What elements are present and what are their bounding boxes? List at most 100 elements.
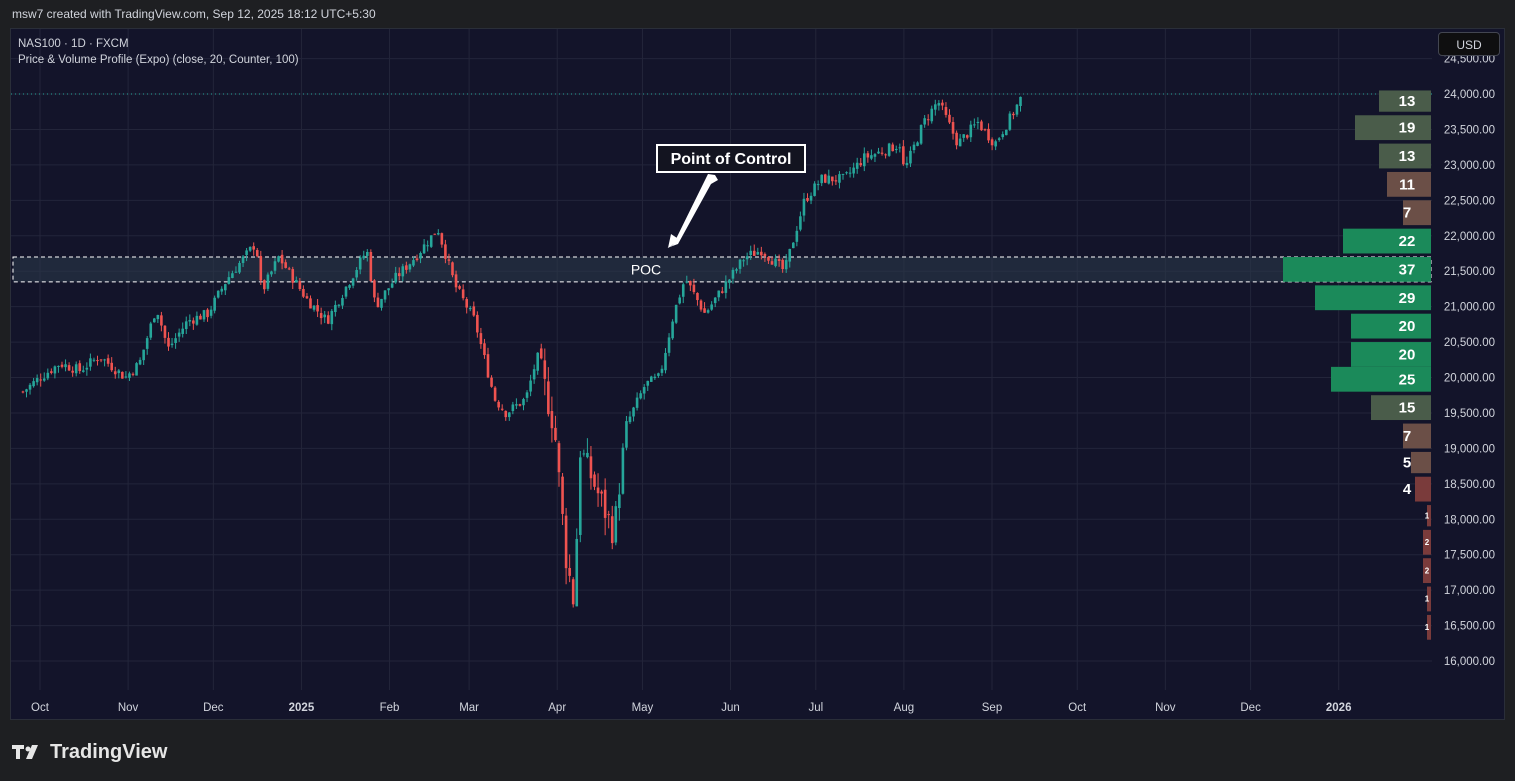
- candle[interactable]: [1008, 113, 1012, 130]
- candle[interactable]: [522, 399, 525, 406]
- volume-profile-bar[interactable]: [1331, 366, 1431, 392]
- candle[interactable]: [774, 258, 777, 267]
- candle[interactable]: [35, 378, 39, 383]
- candle[interactable]: [600, 491, 603, 494]
- candle[interactable]: [142, 349, 145, 361]
- candle[interactable]: [639, 393, 642, 399]
- candle[interactable]: [341, 298, 344, 306]
- candle[interactable]: [479, 333, 483, 345]
- candle[interactable]: [767, 257, 770, 261]
- volume-profile-bar[interactable]: [1379, 143, 1431, 169]
- candle[interactable]: [373, 280, 376, 298]
- candle[interactable]: [749, 250, 752, 256]
- poc-band[interactable]: [12, 256, 1432, 283]
- candle[interactable]: [213, 297, 216, 311]
- candle[interactable]: [60, 364, 64, 367]
- candle[interactable]: [962, 134, 965, 138]
- candle[interactable]: [348, 285, 351, 288]
- candle[interactable]: [731, 269, 735, 279]
- candle[interactable]: [472, 306, 476, 316]
- candle[interactable]: [110, 362, 113, 371]
- volume-profile-bar[interactable]: [1355, 115, 1431, 141]
- candle[interactable]: [586, 452, 589, 458]
- candle[interactable]: [760, 251, 763, 256]
- candle[interactable]: [653, 376, 657, 379]
- candle[interactable]: [575, 538, 579, 607]
- volume-profile-bar[interactable]: [1427, 614, 1431, 640]
- candle[interactable]: [795, 230, 799, 242]
- candle[interactable]: [941, 102, 944, 106]
- candle[interactable]: [692, 284, 696, 293]
- chart-frame[interactable]: [10, 28, 1505, 720]
- candle[interactable]: [944, 107, 948, 115]
- candle[interactable]: [706, 310, 710, 313]
- candle[interactable]: [738, 259, 742, 269]
- candle[interactable]: [618, 494, 621, 509]
- candle[interactable]: [894, 148, 898, 151]
- candle[interactable]: [973, 124, 976, 126]
- candle[interactable]: [951, 122, 955, 134]
- candle[interactable]: [976, 121, 980, 124]
- candle[interactable]: [53, 366, 57, 374]
- candle[interactable]: [752, 250, 756, 256]
- candle[interactable]: [681, 284, 685, 297]
- candle[interactable]: [1004, 129, 1008, 136]
- volume-profile-bar[interactable]: [1427, 505, 1431, 527]
- candle[interactable]: [902, 146, 905, 165]
- candle[interactable]: [891, 144, 894, 152]
- candle[interactable]: [532, 369, 536, 380]
- candle[interactable]: [408, 264, 412, 270]
- candle[interactable]: [603, 489, 607, 518]
- candle[interactable]: [1012, 113, 1015, 116]
- candle[interactable]: [39, 379, 42, 381]
- candle[interactable]: [905, 162, 909, 166]
- candle[interactable]: [735, 269, 738, 271]
- candle[interactable]: [209, 309, 213, 316]
- candle[interactable]: [948, 114, 951, 123]
- candle[interactable]: [138, 359, 142, 365]
- candle[interactable]: [344, 286, 348, 297]
- candle[interactable]: [206, 309, 209, 318]
- candle[interactable]: [887, 143, 891, 156]
- candle[interactable]: [323, 314, 326, 318]
- candle[interactable]: [192, 320, 195, 324]
- candle[interactable]: [955, 132, 958, 146]
- candle[interactable]: [770, 261, 774, 265]
- candle[interactable]: [799, 216, 802, 230]
- candle[interactable]: [717, 290, 721, 298]
- candle[interactable]: [610, 516, 614, 544]
- candle[interactable]: [884, 154, 887, 156]
- candle[interactable]: [440, 233, 444, 245]
- candle[interactable]: [270, 271, 273, 275]
- candle[interactable]: [319, 313, 323, 319]
- candle[interactable]: [245, 250, 248, 256]
- volume-profile-bar[interactable]: [1371, 395, 1431, 421]
- candle[interactable]: [635, 397, 639, 408]
- candle[interactable]: [852, 167, 855, 174]
- candle[interactable]: [483, 343, 486, 356]
- candle[interactable]: [447, 259, 451, 261]
- candle[interactable]: [518, 404, 522, 406]
- candle[interactable]: [919, 125, 923, 144]
- candle[interactable]: [710, 304, 713, 310]
- candle[interactable]: [390, 283, 394, 288]
- candle[interactable]: [330, 310, 334, 325]
- candle[interactable]: [909, 150, 912, 164]
- candle[interactable]: [724, 281, 728, 293]
- candle[interactable]: [990, 139, 994, 146]
- candle[interactable]: [763, 253, 767, 257]
- candle[interactable]: [156, 314, 160, 320]
- candle[interactable]: [823, 174, 827, 183]
- candle[interactable]: [280, 254, 284, 264]
- candle[interactable]: [231, 273, 234, 279]
- candle[interactable]: [415, 258, 419, 260]
- candle[interactable]: [223, 284, 227, 291]
- candle[interactable]: [50, 371, 53, 373]
- candle[interactable]: [997, 138, 1001, 140]
- candle[interactable]: [128, 373, 131, 378]
- candle[interactable]: [912, 144, 916, 151]
- candle[interactable]: [149, 323, 153, 338]
- candle[interactable]: [238, 262, 241, 273]
- candle[interactable]: [103, 359, 106, 361]
- candle[interactable]: [937, 103, 941, 106]
